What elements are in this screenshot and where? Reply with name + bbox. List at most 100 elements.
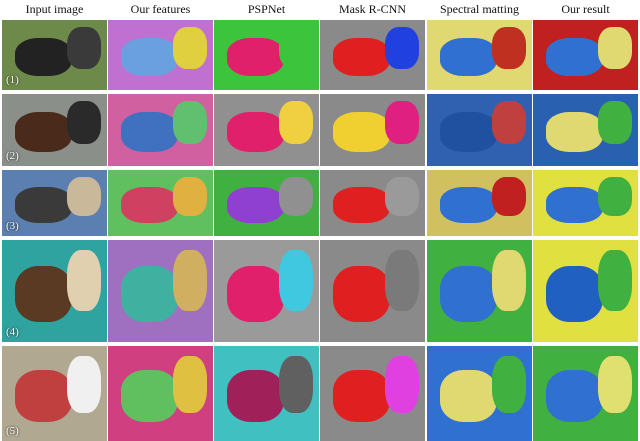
- image-panel: (2): [2, 94, 107, 166]
- column-header: Our result: [561, 2, 610, 16]
- region: [598, 250, 632, 312]
- image-panel: [214, 94, 319, 166]
- row-label: (5): [6, 425, 19, 437]
- image-panel: [320, 20, 425, 90]
- region: [279, 250, 313, 312]
- region: [492, 176, 526, 217]
- region: [332, 186, 391, 223]
- region: [173, 355, 207, 413]
- region: [226, 186, 285, 223]
- region: [279, 101, 313, 145]
- image-panel: (5): [2, 346, 107, 441]
- region: [545, 186, 604, 223]
- region: [385, 355, 419, 413]
- image-panel: [427, 94, 532, 166]
- image-panel: [427, 20, 532, 90]
- region: [120, 37, 179, 76]
- image-panel: [533, 170, 638, 236]
- region: [545, 37, 604, 76]
- region: [545, 112, 604, 152]
- region: [598, 27, 632, 69]
- region: [492, 250, 526, 312]
- region: [67, 355, 101, 413]
- region: [14, 186, 73, 223]
- image-panel: (3): [2, 170, 107, 236]
- region: [439, 37, 498, 76]
- image-panel: [108, 346, 213, 441]
- image-panel: [427, 170, 532, 236]
- region: [120, 369, 179, 422]
- region: [173, 176, 207, 217]
- column-header: Input image: [25, 2, 84, 16]
- region: [332, 369, 391, 422]
- row-label: (3): [6, 220, 19, 232]
- region: [173, 250, 207, 312]
- column-header: Spectral matting: [440, 2, 519, 16]
- region: [545, 265, 604, 322]
- region: [67, 250, 101, 312]
- image-panel: [533, 94, 638, 166]
- image-panel: [320, 240, 425, 342]
- image-panel: [214, 170, 319, 236]
- region: [439, 112, 498, 152]
- image-panel: [320, 94, 425, 166]
- region: [598, 355, 632, 413]
- region: [492, 27, 526, 69]
- region: [439, 369, 498, 422]
- region: [120, 265, 179, 322]
- region: [598, 176, 632, 217]
- column-header: PSPNet: [247, 2, 286, 16]
- region: [14, 369, 73, 422]
- region: [279, 27, 313, 69]
- region: [492, 355, 526, 413]
- image-panel: (4): [2, 240, 107, 342]
- region: [226, 112, 285, 152]
- region: [120, 112, 179, 152]
- region: [67, 27, 101, 69]
- image-panel: [533, 20, 638, 90]
- region: [226, 265, 285, 322]
- image-panel: [427, 346, 532, 441]
- image-panel: [320, 346, 425, 441]
- region: [439, 265, 498, 322]
- region: [439, 186, 498, 223]
- region: [226, 37, 285, 76]
- region: [120, 186, 179, 223]
- region: [332, 37, 391, 76]
- region: [226, 369, 285, 422]
- image-panel: [427, 240, 532, 342]
- region: [14, 112, 73, 152]
- image-panel: [533, 346, 638, 441]
- region: [14, 265, 73, 322]
- image-panel: [320, 170, 425, 236]
- region: [173, 101, 207, 145]
- region: [67, 176, 101, 217]
- image-panel: [214, 20, 319, 90]
- image-panel: [108, 240, 213, 342]
- image-panel: [533, 240, 638, 342]
- region: [279, 176, 313, 217]
- region: [598, 101, 632, 145]
- image-panel: [108, 170, 213, 236]
- region: [332, 112, 391, 152]
- row-label: (4): [6, 326, 19, 338]
- row-label: (1): [6, 74, 19, 86]
- region: [332, 265, 391, 322]
- region: [385, 250, 419, 312]
- image-panel: [214, 240, 319, 342]
- region: [173, 27, 207, 69]
- image-panel: [214, 346, 319, 441]
- column-header: Mask R-CNN: [338, 2, 406, 16]
- region: [279, 355, 313, 413]
- region: [385, 176, 419, 217]
- region: [14, 37, 73, 76]
- image-panel: (1): [2, 20, 107, 90]
- region: [385, 101, 419, 145]
- region: [385, 27, 419, 69]
- region: [67, 101, 101, 145]
- row-label: (2): [6, 150, 19, 162]
- image-panel: [108, 20, 213, 90]
- image-panel: [108, 94, 213, 166]
- region: [492, 101, 526, 145]
